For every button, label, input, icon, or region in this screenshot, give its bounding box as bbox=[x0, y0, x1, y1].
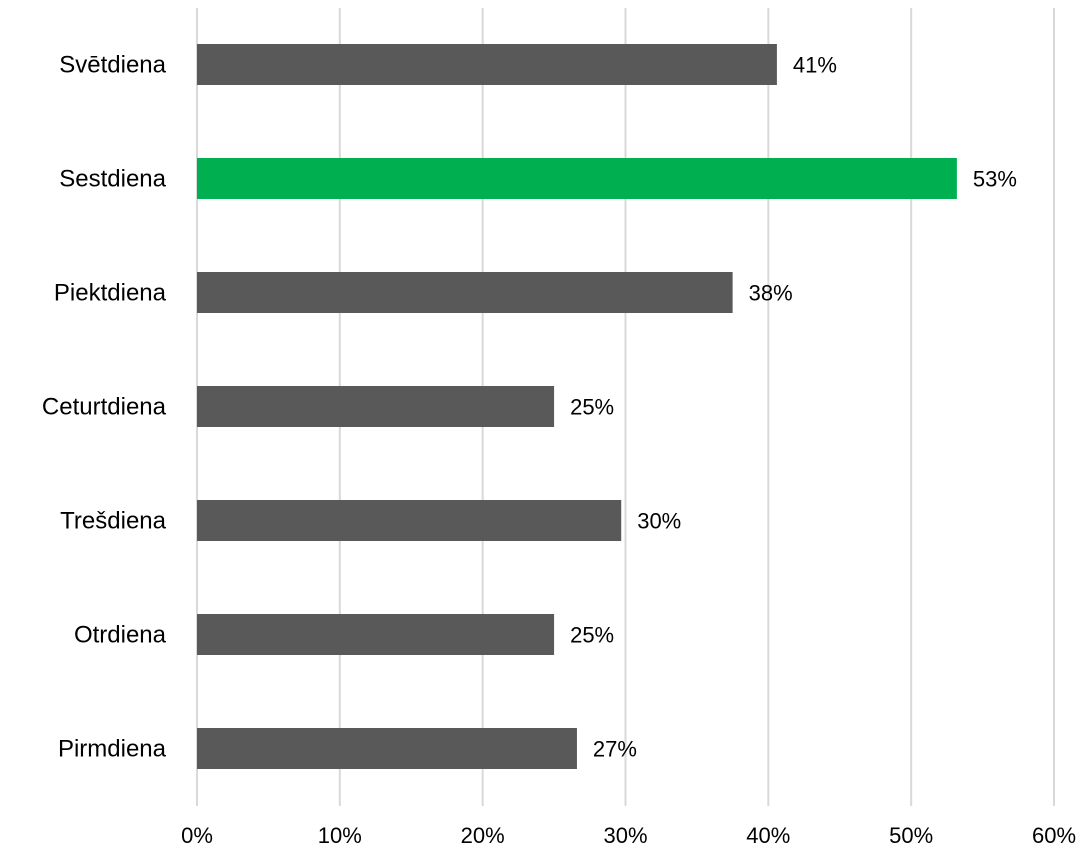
bar-3 bbox=[197, 272, 733, 313]
labels: 0% 10% 20% 30% 40% 50% 60% Svētdiena 41% Sestdien… bbox=[42, 52, 1076, 849]
bar-5 bbox=[197, 500, 622, 541]
bar-4 bbox=[197, 386, 555, 427]
bar-6 bbox=[197, 614, 555, 655]
data-label: 27% bbox=[593, 737, 637, 762]
data-label: 25% bbox=[570, 623, 614, 648]
data-label: 25% bbox=[570, 395, 614, 420]
data-label: 53% bbox=[973, 167, 1017, 192]
x-tick-label: 10% bbox=[318, 823, 362, 848]
x-tick-label: 30% bbox=[603, 823, 647, 848]
x-tick-label: 60% bbox=[1032, 823, 1076, 848]
data-label: 30% bbox=[637, 509, 681, 534]
category-label: Otrdiena bbox=[74, 622, 167, 649]
bar-7 bbox=[197, 728, 577, 769]
category-label: Svētdiena bbox=[59, 52, 166, 79]
category-label: Sestdiena bbox=[59, 166, 166, 193]
x-tick-label: 40% bbox=[746, 823, 790, 848]
x-tick-label: 20% bbox=[461, 823, 505, 848]
bar-2 bbox=[197, 158, 957, 199]
bars bbox=[197, 44, 957, 769]
category-label: Ceturtdiena bbox=[42, 394, 167, 421]
data-label: 41% bbox=[793, 53, 837, 78]
category-label: Pirmdiena bbox=[58, 736, 167, 763]
category-label: Piektdiena bbox=[54, 280, 167, 307]
x-tick-label: 0% bbox=[181, 823, 213, 848]
category-label: Trešdiena bbox=[60, 508, 166, 535]
bar-1 bbox=[197, 44, 777, 85]
x-tick-label: 50% bbox=[889, 823, 933, 848]
data-label: 38% bbox=[749, 281, 793, 306]
